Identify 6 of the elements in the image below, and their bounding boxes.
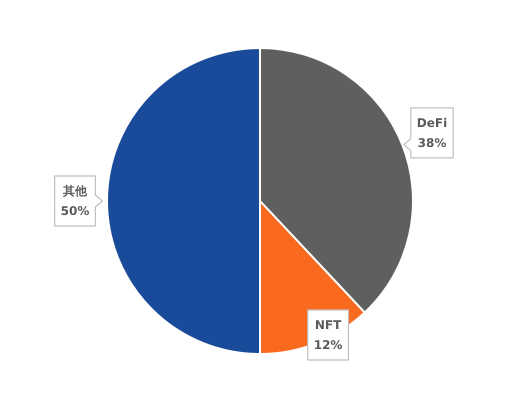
slice-label: DeFi — [416, 116, 448, 130]
data-label: 38% — [418, 136, 446, 150]
data-label: 12% — [314, 338, 342, 352]
slice-label: 其他 — [62, 184, 88, 198]
slice-label: NFT — [314, 318, 342, 332]
data-label: 50% — [60, 204, 90, 218]
